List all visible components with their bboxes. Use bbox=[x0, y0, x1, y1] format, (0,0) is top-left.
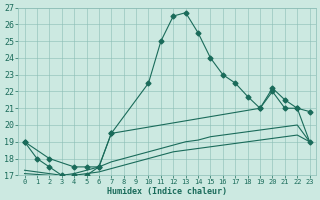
X-axis label: Humidex (Indice chaleur): Humidex (Indice chaleur) bbox=[107, 187, 227, 196]
